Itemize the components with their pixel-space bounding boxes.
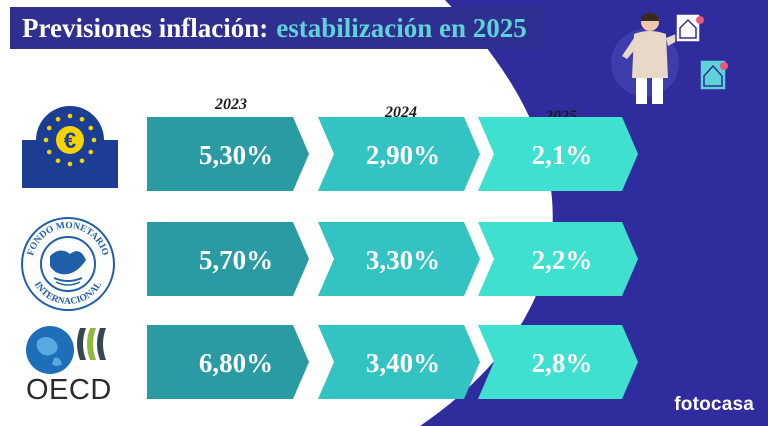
value-label-ecb-2025: 2,1% (532, 140, 593, 170)
arrow-ecb-2024 (318, 117, 480, 191)
year-header-2024: 2024 (385, 104, 417, 121)
ecb-logo: € (22, 106, 118, 188)
ecb-star (79, 116, 85, 122)
ecb-star (46, 125, 52, 131)
fotocasa-logo: fotocasa (674, 394, 754, 415)
arrow-imf-2023 (147, 222, 309, 296)
ecb-star (91, 137, 97, 143)
ecb-star (79, 158, 85, 164)
value-label-oecd-2025: 2,8% (532, 348, 593, 378)
arrow-imf-2024 (318, 222, 480, 296)
ecb-star (67, 161, 73, 167)
ecb-star (88, 125, 94, 131)
arrow-oecd-2024 (318, 325, 480, 399)
value-label-imf-2023: 5,70% (199, 245, 273, 275)
ecb-star (55, 116, 61, 122)
year-header-2023: 2023 (215, 96, 247, 113)
person-illustration (611, 12, 728, 104)
oecd-logo (26, 326, 106, 374)
value-label-ecb-2024: 2,90% (366, 140, 440, 170)
value-label-oecd-2023: 6,80% (199, 348, 273, 378)
ecb-euro-symbol: € (64, 128, 76, 153)
oecd-label: OECD (26, 374, 112, 406)
arrow-imf-2025 (478, 222, 638, 296)
ecb-star (88, 149, 94, 155)
ecb-stars (43, 113, 97, 167)
arrow-ecb-2025 (478, 117, 638, 191)
arrow-oecd-2023 (147, 325, 309, 399)
value-label-oecd-2024: 3,40% (366, 348, 440, 378)
value-label-imf-2024: 3,30% (366, 245, 440, 275)
ecb-star (55, 158, 61, 164)
value-label-ecb-2023: 5,30% (199, 140, 273, 170)
value-label-imf-2025: 2,2% (532, 245, 593, 275)
arrow-ecb-2023 (147, 117, 309, 191)
ecb-star (46, 149, 52, 155)
title-accent: estabilización en 2025 (276, 12, 527, 43)
imf-logo: FONDO MONETARIO INTERNACIONAL (21, 217, 115, 311)
ecb-star (67, 113, 73, 119)
ecb-star (43, 137, 49, 143)
arrow-oecd-2025 (478, 325, 638, 399)
title-banner: Previsiones inflación: estabilización en… (10, 7, 541, 49)
title-main: Previsiones inflación: (22, 12, 269, 43)
